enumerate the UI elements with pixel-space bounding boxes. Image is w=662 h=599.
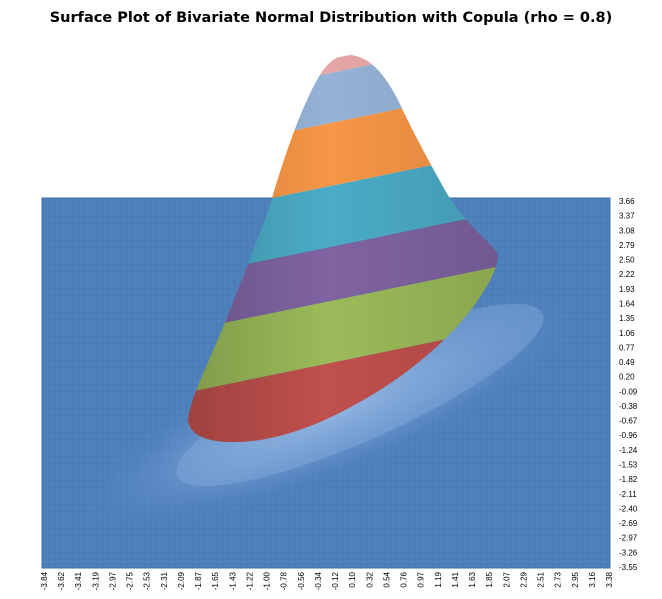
x-tick-label: -3.62 — [57, 571, 66, 590]
y-tick-label: 3.08 — [619, 226, 635, 235]
x-tick-label: 0.32 — [365, 571, 374, 587]
x-tick-label: -3.84 — [40, 571, 49, 590]
y-tick-label: 2.79 — [619, 241, 635, 250]
x-tick-label: 3.16 — [588, 571, 597, 587]
x-tick-label: 0.54 — [382, 571, 391, 587]
y-tick-label: -2.40 — [619, 504, 638, 513]
x-tick-label: -3.41 — [74, 571, 83, 590]
y-tick-label: 1.64 — [619, 299, 635, 308]
x-tick-label: -3.19 — [91, 571, 100, 590]
x-tick-label: 0.10 — [348, 571, 357, 587]
y-tick-label: -3.55 — [619, 563, 638, 572]
x-tick-label: 1.63 — [468, 571, 477, 587]
y-tick-label: 0.49 — [619, 358, 635, 367]
y-tick-label: -2.11 — [619, 490, 637, 499]
y-tick-label: 2.22 — [619, 270, 635, 279]
y-tick-label: 3.37 — [619, 212, 635, 221]
y-tick-label: -2.69 — [619, 519, 638, 528]
x-tick-label: -0.12 — [331, 571, 340, 590]
y-tick-label: -1.24 — [619, 446, 638, 455]
x-tick-label: -0.56 — [297, 571, 306, 590]
x-tick-label: 1.19 — [434, 571, 443, 587]
y-tick-label: 1.35 — [619, 314, 635, 323]
x-tick-label: 1.85 — [485, 571, 494, 587]
x-tick-label: -1.22 — [245, 571, 254, 590]
x-tick-label: 0.76 — [400, 571, 409, 587]
y-tick-label: -0.38 — [619, 402, 638, 411]
y-tick-label: 0.20 — [619, 373, 635, 382]
x-tick-label: 2.95 — [571, 571, 580, 587]
x-tick-label: -0.34 — [314, 571, 323, 590]
x-tick-label: -2.75 — [126, 571, 135, 590]
x-tick-label: -2.53 — [143, 571, 152, 590]
chart-title: Surface Plot of Bivariate Normal Distrib… — [49, 10, 613, 26]
y-tick-label: 2.50 — [619, 256, 635, 265]
x-tick-label: 2.29 — [519, 571, 528, 587]
y-tick-label: -1.82 — [619, 475, 638, 484]
x-tick-label: -2.97 — [108, 571, 117, 590]
x-tick-label: 0.97 — [417, 571, 426, 587]
y-tick-label: -3.26 — [619, 548, 638, 557]
y-tick-label: -0.09 — [619, 387, 638, 396]
x-tick-label: 2.73 — [554, 571, 563, 587]
x-axis-ticks: -3.84 -3.62 -3.41 -3.19 -2.97 -2.75 -2.53 -2.31… — [40, 571, 614, 590]
y-tick-label: -0.96 — [619, 431, 638, 440]
y-tick-label: -0.67 — [619, 417, 638, 426]
x-tick-label: 2.51 — [537, 571, 546, 587]
x-tick-label: 3.38 — [605, 571, 614, 587]
x-tick-label: -1.43 — [228, 571, 237, 590]
x-tick-label: -0.78 — [280, 571, 289, 590]
x-tick-label: -1.87 — [194, 571, 203, 590]
x-tick-label: 1.41 — [451, 571, 460, 587]
y-tick-label: -2.97 — [619, 534, 638, 543]
x-tick-label: 2.07 — [502, 571, 511, 587]
y-tick-label: 0.77 — [619, 343, 635, 352]
y-axis-ticks: 3.66 3.37 3.08 2.79 2.50 2.22 1.93 1.64 1.35 1.06… — [619, 197, 638, 572]
x-tick-label: -2.31 — [160, 571, 169, 590]
x-tick-label: -1.65 — [211, 571, 220, 590]
x-tick-label: -1.00 — [263, 571, 272, 590]
y-tick-label: 1.93 — [619, 285, 635, 294]
x-tick-label: -2.09 — [177, 571, 186, 590]
y-tick-label: 1.06 — [619, 329, 635, 338]
y-tick-label: -1.53 — [619, 461, 638, 470]
y-tick-label: 3.66 — [619, 197, 635, 206]
